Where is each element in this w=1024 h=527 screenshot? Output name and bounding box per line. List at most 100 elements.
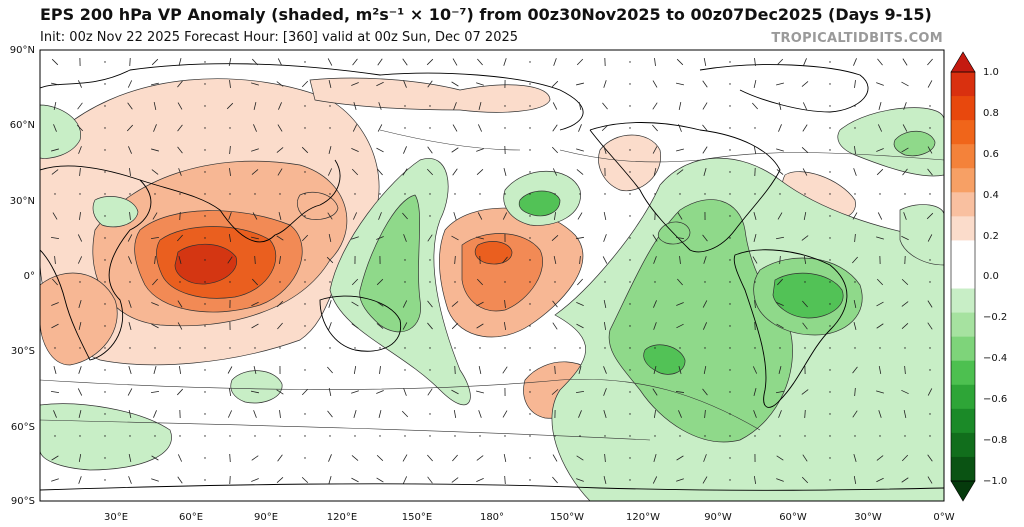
longitude-labels: 30°E 60°E 90°E 120°E 150°E 180° 150°W 12… [104,512,955,523]
wind-dot [304,193,306,195]
wind-arrow [51,82,59,86]
wind-arrow [78,80,82,88]
wind-arrow [54,255,56,265]
wind-arrow [603,366,607,374]
wind-arrow [251,82,259,86]
wind-dot [929,413,931,415]
wind-arrow [553,58,557,66]
wind-arrow [676,169,684,175]
lon-label: 120°E [327,512,357,523]
wind-arrow [776,301,784,307]
wind-arrow [51,302,59,306]
wind-arrow [702,388,708,396]
wind-arrow [853,322,857,330]
wind-dot [729,83,731,85]
lon-label: 180° [480,512,504,523]
wind-dot [729,479,731,481]
wind-arrow [51,169,59,175]
brand-watermark[interactable]: TROPICALTIDBITS.COM [771,31,943,46]
wind-arrow [427,80,433,88]
wind-arrow [576,323,584,329]
wind-dot [604,435,606,437]
wind-dot [204,281,206,283]
wind-arrow [552,300,558,308]
wind-arrow [503,58,507,66]
colorbar-label: −0.6 [983,394,1007,405]
wind-arrow [927,234,933,242]
wind-arrow [601,124,609,132]
wind-dot [104,391,106,393]
wind-arrow [753,212,757,220]
wind-dot [379,435,381,437]
wind-arrow [704,409,706,419]
wind-arrow [903,102,907,110]
wind-dot [204,479,206,481]
wind-dot [629,281,631,283]
wind-arrow [151,478,159,482]
wind-dot [204,259,206,261]
wind-dot [679,193,681,195]
wind-arrow [876,236,884,240]
lat-label: 30°S [11,346,35,357]
wind-arrow [126,124,134,132]
wind-arrow [251,455,259,461]
wind-arrow [376,390,384,394]
wind-dot [529,83,531,85]
lon-label: 60°W [779,512,807,523]
wind-dot [104,105,106,107]
colorbar-label: 0.8 [983,108,999,119]
wind-arrow [228,233,232,243]
wind-arrow [276,389,284,395]
lon-label: 90°E [254,512,278,523]
wind-dot [504,105,506,107]
wind-arrow [402,300,408,308]
wind-arrow [451,235,459,241]
wind-arrow [753,410,757,418]
wind-arrow [78,146,82,154]
lon-label: 60°E [179,512,203,523]
wind-arrow [227,366,233,374]
wind-arrow [777,278,783,286]
wind-arrow [452,124,458,132]
wind-arrow [78,300,82,308]
wind-dot [304,413,306,415]
wind-dot [729,259,731,261]
wind-arrow [77,102,83,110]
wind-dot [829,215,831,217]
wind-dot [554,435,556,437]
lat-label: 90°S [11,496,35,507]
wind-arrow [427,476,433,484]
wind-arrow [776,148,784,152]
wind-arrow [551,235,559,241]
colorbar-label: −0.2 [983,312,1007,323]
wind-arrow [51,58,59,66]
wind-dot [254,435,256,437]
wind-dot [529,215,531,217]
wind-arrow [327,58,333,66]
wind-dot [729,413,731,415]
wind-arrow [376,278,384,286]
wind-arrow [776,58,784,66]
wind-arrow [603,300,607,308]
wind-arrow [177,146,183,154]
wind-dot [354,347,356,349]
wind-arrow [227,256,233,264]
wind-arrow [802,168,808,176]
wind-arrow [328,80,332,88]
wind-dot [704,435,706,437]
wind-arrow [351,236,359,240]
wind-dot [629,369,631,371]
wind-dot [229,347,231,349]
wind-dot [479,347,481,349]
wind-dot [154,193,156,195]
wind-arrow [876,278,884,286]
wind-arrow [652,476,658,484]
wind-arrow [178,256,182,264]
wind-dot [879,435,881,437]
wind-dot [629,61,631,63]
wind-dot [529,391,531,393]
wind-arrow [301,476,309,484]
wind-arrow [603,388,607,396]
wind-arrow [53,366,57,374]
wind-arrow [229,145,231,155]
